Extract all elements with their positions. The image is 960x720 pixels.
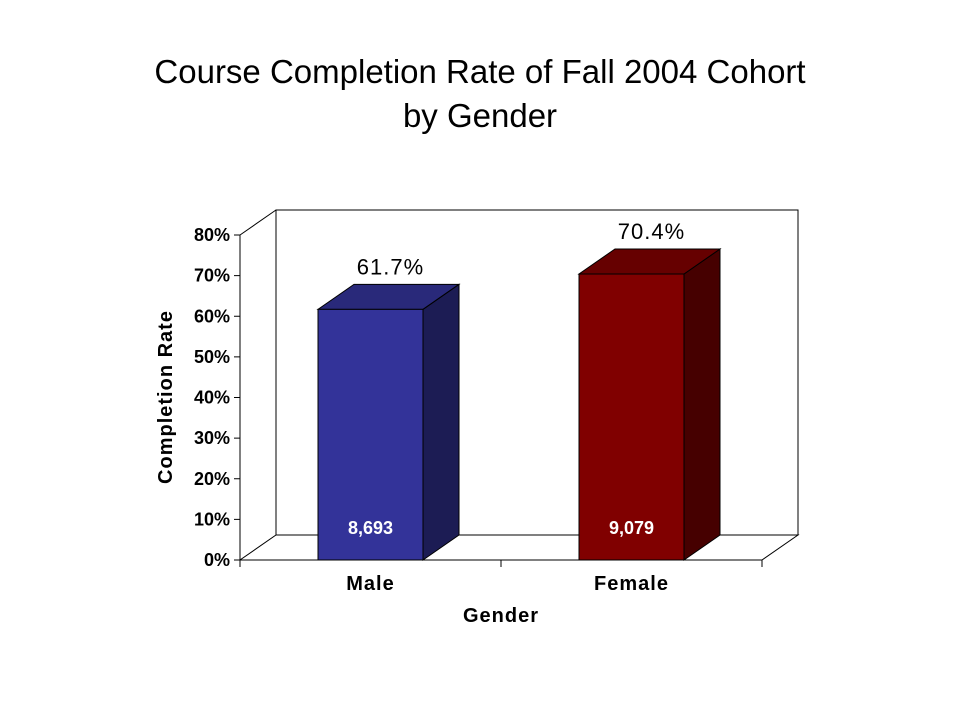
bar-front bbox=[578, 273, 685, 561]
side-wall-edge bbox=[239, 209, 277, 236]
x-tick-label: Female bbox=[594, 573, 669, 595]
y-axis: 0% 10% 20% 30% 40% 50% 60% 70% 80% bbox=[194, 225, 241, 570]
y-tick-label: 50% bbox=[194, 347, 230, 367]
x-axis-title: Gender bbox=[463, 605, 539, 627]
y-tick-label: 80% bbox=[194, 225, 230, 245]
bar-count-label: 9,079 bbox=[609, 518, 654, 538]
x-axis: Male Female bbox=[239, 559, 763, 595]
y-axis-title: Completion Rate bbox=[155, 310, 177, 484]
y-tick-label: 70% bbox=[194, 266, 230, 286]
bar-female: 70.4% 9,079 bbox=[577, 219, 722, 561]
bar-value-label: 61.7% bbox=[357, 254, 424, 279]
bar-value-label: 70.4% bbox=[618, 219, 685, 244]
bar-front bbox=[317, 308, 424, 561]
y-tick-label: 30% bbox=[194, 428, 230, 448]
bars: 61.7% 8,693 70.4% 9,079 bbox=[316, 219, 722, 561]
bar-side bbox=[683, 248, 721, 561]
chart-title-line-2: by Gender bbox=[402, 97, 558, 134]
y-tick-label: 0% bbox=[204, 550, 230, 570]
bar-count-label: 8,693 bbox=[348, 518, 393, 538]
y-tick-label: 10% bbox=[194, 509, 230, 529]
chart-title-line-1: Course Completion Rate of Fall 2004 Coho… bbox=[154, 53, 806, 90]
y-tick-label: 20% bbox=[194, 469, 230, 489]
bar-male: 61.7% 8,693 bbox=[316, 254, 461, 561]
y-tick-label: 40% bbox=[194, 388, 230, 408]
y-tick-label: 60% bbox=[194, 306, 230, 326]
bar-side bbox=[422, 283, 460, 561]
chart-title: Course Completion Rate of Fall 2004 Coho… bbox=[0, 50, 960, 138]
x-tick-label: Male bbox=[346, 573, 394, 595]
